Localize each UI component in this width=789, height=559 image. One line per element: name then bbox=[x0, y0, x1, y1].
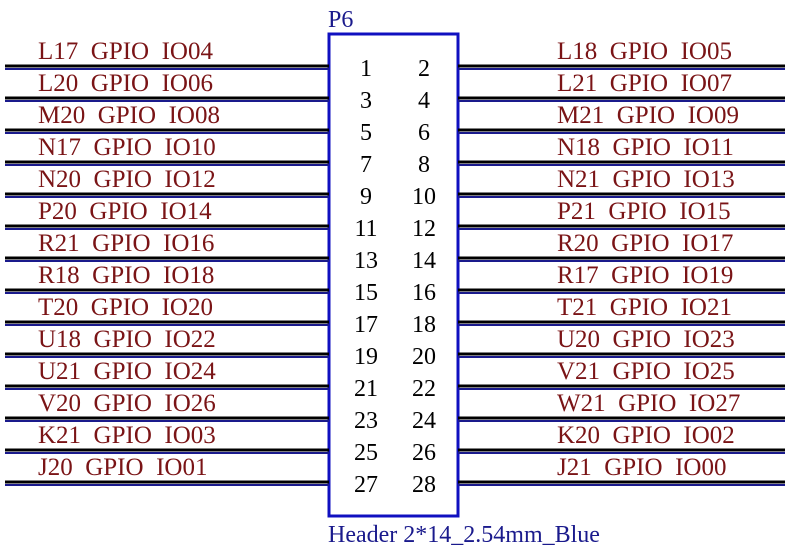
pin-number-right: 20 bbox=[412, 344, 436, 370]
pin-number-left: 21 bbox=[354, 376, 378, 402]
pin-number-right: 18 bbox=[412, 312, 436, 338]
pin-number-right: 22 bbox=[412, 376, 436, 402]
net-label-left: M20 GPIO IO08 bbox=[38, 102, 220, 129]
net-label-right: R17 GPIO IO19 bbox=[557, 262, 733, 289]
header-body bbox=[327, 32, 460, 518]
net-label-right: N21 GPIO IO13 bbox=[557, 166, 735, 193]
net-label-left: U18 GPIO IO22 bbox=[38, 326, 216, 353]
net-label-left: N20 GPIO IO12 bbox=[38, 166, 216, 193]
pin-number-left: 23 bbox=[354, 408, 378, 434]
component-reference: P6 bbox=[328, 7, 353, 33]
net-labels: L17 GPIO IO04 L18 GPIO IO05 L20 GPIO IO06 L… bbox=[38, 38, 740, 481]
net-label-right: L21 GPIO IO07 bbox=[557, 70, 732, 97]
pin-number-right: 16 bbox=[412, 280, 436, 306]
pin-number-left: 9 bbox=[360, 184, 372, 210]
net-label-right: L18 GPIO IO05 bbox=[557, 38, 732, 65]
net-label-right: P21 GPIO IO15 bbox=[557, 198, 731, 225]
net-label-right: K20 GPIO IO02 bbox=[557, 422, 735, 449]
net-label-left: T20 GPIO IO20 bbox=[38, 294, 213, 321]
net-label-right: J21 GPIO IO00 bbox=[557, 454, 726, 481]
pin-number-left: 15 bbox=[354, 280, 378, 306]
pin-number-left: 1 bbox=[360, 56, 372, 82]
pin-number-left: 7 bbox=[360, 152, 372, 178]
pin-number-right: 10 bbox=[412, 184, 436, 210]
net-label-right: R20 GPIO IO17 bbox=[557, 230, 733, 257]
net-label-left: R18 GPIO IO18 bbox=[38, 262, 214, 289]
net-label-left: L20 GPIO IO06 bbox=[38, 70, 213, 97]
pin-number-right: 2 bbox=[418, 56, 430, 82]
pin-number-right: 6 bbox=[418, 120, 430, 146]
component-value: Header 2*14_2.54mm_Blue bbox=[328, 522, 600, 548]
pin-number-right: 14 bbox=[412, 248, 436, 274]
pin-wires bbox=[5, 64, 785, 486]
pin-number-right: 8 bbox=[418, 152, 430, 178]
net-label-left: V20 GPIO IO26 bbox=[38, 390, 216, 417]
net-label-right: W21 GPIO IO27 bbox=[557, 390, 740, 417]
net-label-right: V21 GPIO IO25 bbox=[557, 358, 735, 385]
pin-number-left: 25 bbox=[354, 440, 378, 466]
pin-number-right: 4 bbox=[418, 88, 430, 114]
pin-number-left: 5 bbox=[360, 120, 372, 146]
pin-number-right: 26 bbox=[412, 440, 436, 466]
pin-number-right: 24 bbox=[412, 408, 436, 434]
pin-number-left: 11 bbox=[354, 216, 377, 242]
pin-number-left: 3 bbox=[360, 88, 372, 114]
pin-number-right: 28 bbox=[412, 472, 436, 498]
net-label-right: N18 GPIO IO11 bbox=[557, 134, 734, 161]
pin-number-left: 17 bbox=[354, 312, 378, 338]
net-label-right: M21 GPIO IO09 bbox=[557, 102, 739, 129]
net-label-right: T21 GPIO IO21 bbox=[557, 294, 732, 321]
net-label-left: J20 GPIO IO01 bbox=[38, 454, 207, 481]
net-label-left: P20 GPIO IO14 bbox=[38, 198, 212, 225]
net-label-left: N17 GPIO IO10 bbox=[38, 134, 216, 161]
net-label-left: K21 GPIO IO03 bbox=[38, 422, 216, 449]
pin-number-right: 12 bbox=[412, 216, 436, 242]
pin-number-left: 19 bbox=[354, 344, 378, 370]
net-label-right: U20 GPIO IO23 bbox=[557, 326, 735, 353]
net-label-left: R21 GPIO IO16 bbox=[38, 230, 214, 257]
pin-number-left: 27 bbox=[354, 472, 378, 498]
net-label-left: U21 GPIO IO24 bbox=[38, 358, 216, 385]
net-label-left: L17 GPIO IO04 bbox=[38, 38, 213, 65]
pin-number-left: 13 bbox=[354, 248, 378, 274]
